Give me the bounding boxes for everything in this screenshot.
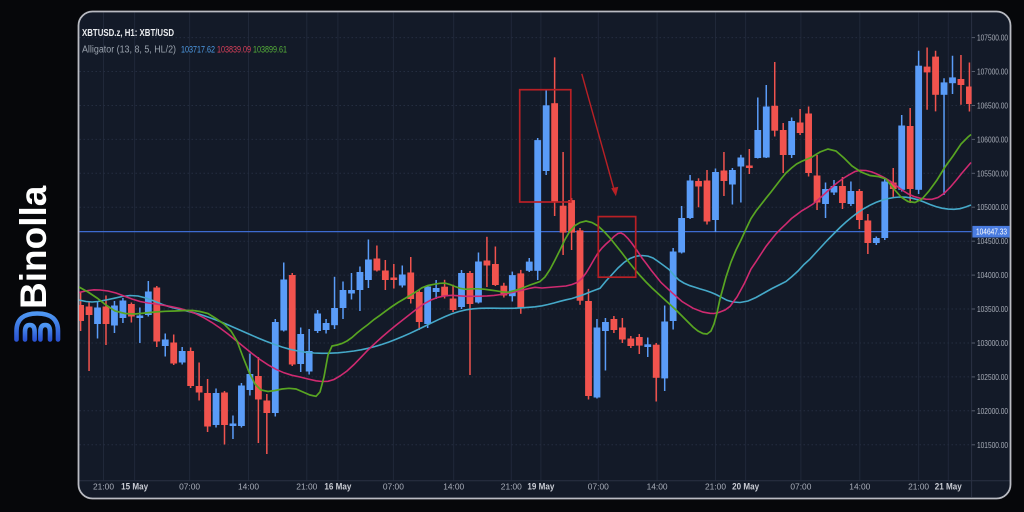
svg-text:21:00: 21:00 xyxy=(705,482,726,492)
svg-text:102000.00: 102000.00 xyxy=(977,406,1008,416)
svg-text:21:00: 21:00 xyxy=(501,482,522,492)
svg-text:07:00: 07:00 xyxy=(588,482,609,492)
svg-text:106000.00: 106000.00 xyxy=(977,134,1008,144)
svg-text:19 May: 19 May xyxy=(527,482,554,492)
svg-text:105000.00: 105000.00 xyxy=(977,202,1008,212)
svg-text:15 May: 15 May xyxy=(121,482,148,492)
svg-text:21 May: 21 May xyxy=(935,482,962,492)
svg-text:103717.62: 103717.62 xyxy=(181,45,215,56)
svg-text:07:00: 07:00 xyxy=(383,482,404,492)
svg-text:104500.00: 104500.00 xyxy=(977,236,1008,246)
svg-text:107500.00: 107500.00 xyxy=(977,33,1008,43)
svg-text:104000.00: 104000.00 xyxy=(977,270,1008,280)
svg-text:103839.09: 103839.09 xyxy=(217,45,251,56)
svg-text:XBTUSD.z, H1: XBT/USD: XBTUSD.z, H1: XBT/USD xyxy=(82,27,174,39)
svg-text:107000.00: 107000.00 xyxy=(977,67,1008,77)
svg-text:104647.33: 104647.33 xyxy=(976,227,1007,237)
svg-text:103500.00: 103500.00 xyxy=(977,304,1008,314)
svg-text:Alligator (13, 8, 5, HL/2): Alligator (13, 8, 5, HL/2) xyxy=(82,45,176,56)
svg-text:21:00: 21:00 xyxy=(296,482,317,492)
svg-text:14:00: 14:00 xyxy=(443,482,464,492)
svg-text:101500.00: 101500.00 xyxy=(977,440,1008,450)
svg-text:21:00: 21:00 xyxy=(93,482,114,492)
svg-text:20 May: 20 May xyxy=(732,482,759,492)
svg-text:Binolla: Binolla xyxy=(13,185,54,309)
svg-text:14:00: 14:00 xyxy=(647,482,668,492)
svg-text:103899.61: 103899.61 xyxy=(253,45,287,56)
svg-text:103000.00: 103000.00 xyxy=(977,338,1008,348)
svg-text:105500.00: 105500.00 xyxy=(977,168,1008,178)
svg-text:106500.00: 106500.00 xyxy=(977,101,1008,111)
svg-text:21:00: 21:00 xyxy=(908,482,929,492)
svg-text:14:00: 14:00 xyxy=(849,482,870,492)
svg-text:14:00: 14:00 xyxy=(238,482,259,492)
svg-text:07:00: 07:00 xyxy=(179,482,200,492)
svg-text:07:00: 07:00 xyxy=(790,482,811,492)
svg-text:102500.00: 102500.00 xyxy=(977,372,1008,382)
svg-text:16 May: 16 May xyxy=(324,482,351,492)
